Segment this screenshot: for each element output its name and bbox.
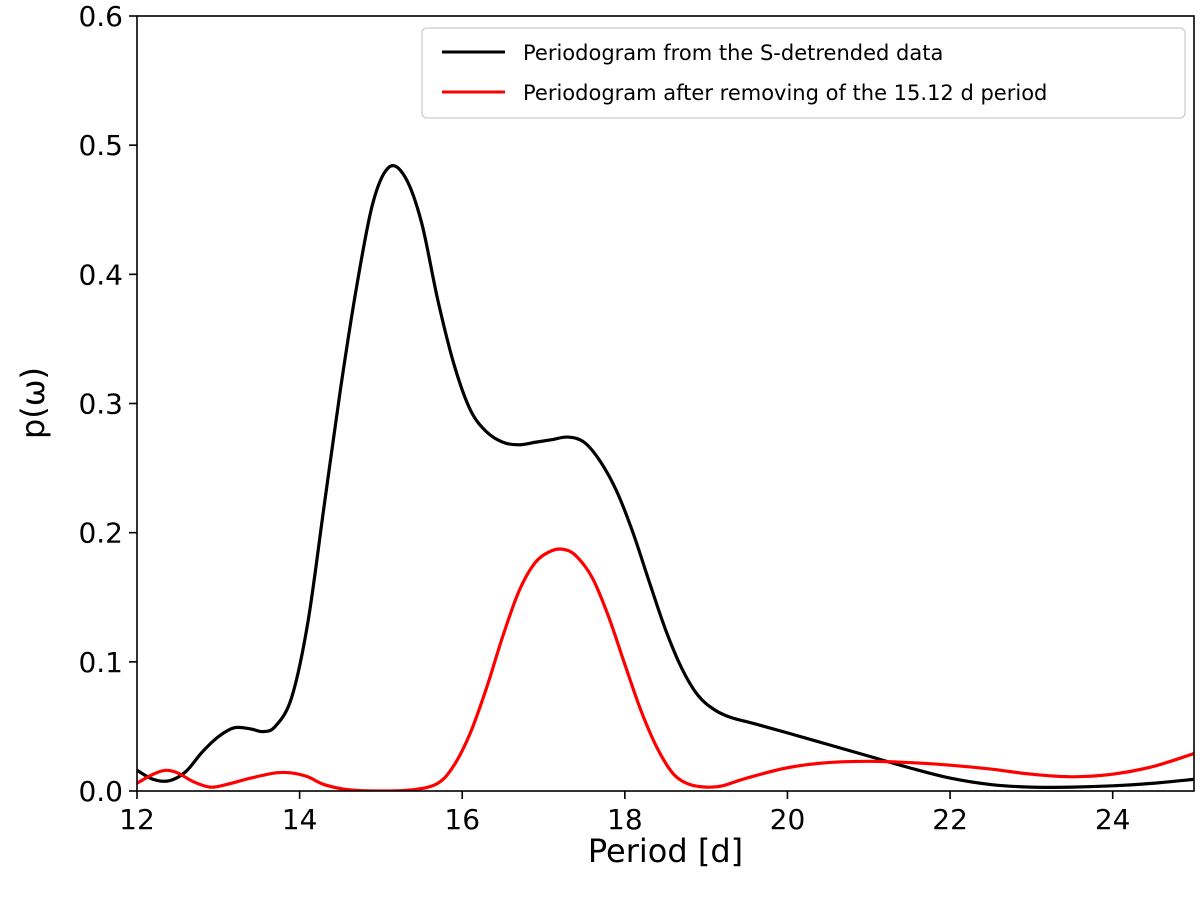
y-tick-label: 0.0: [78, 775, 123, 808]
plot-frame: [136, 15, 1195, 792]
legend-box: [421, 27, 1186, 119]
series-line-0: [137, 164, 1194, 789]
y-axis-ticks: 0.0 0.1 0.2 0.3 0.4 0.5 0.6: [78, 0, 137, 808]
y-axis-label: p(ω): [14, 367, 52, 439]
y-tick-label: 0.2: [78, 517, 123, 550]
x-tick-label: 18: [607, 803, 643, 836]
x-tick-label: 12: [119, 803, 155, 836]
x-tick-label: 20: [770, 803, 806, 836]
x-tick-label: 14: [282, 803, 318, 836]
y-tick-label: 0.3: [78, 388, 123, 421]
y-tick-label: 0.6: [78, 0, 123, 33]
x-tick-label: 16: [444, 803, 480, 836]
y-tick-label: 0.1: [78, 646, 123, 679]
y-tick-label: 0.5: [78, 129, 123, 162]
x-tick-label: 22: [932, 803, 968, 836]
x-axis-label: Period [d]: [588, 832, 743, 870]
series-layer: [137, 164, 1194, 791]
legend-label-after-removing: Periodogram after removing of the 15.12 …: [523, 81, 1047, 105]
x-tick-label: 24: [1095, 803, 1131, 836]
series-line-1: [137, 547, 1194, 791]
legend-label-s-detrended: Periodogram from the S-detrended data: [523, 41, 943, 65]
y-tick-label: 0.4: [78, 258, 123, 291]
legend: Periodogram from the S-detrended data Pe…: [421, 27, 1186, 119]
x-axis-ticks: 12 14 16 18 20 22 24: [119, 791, 1131, 836]
